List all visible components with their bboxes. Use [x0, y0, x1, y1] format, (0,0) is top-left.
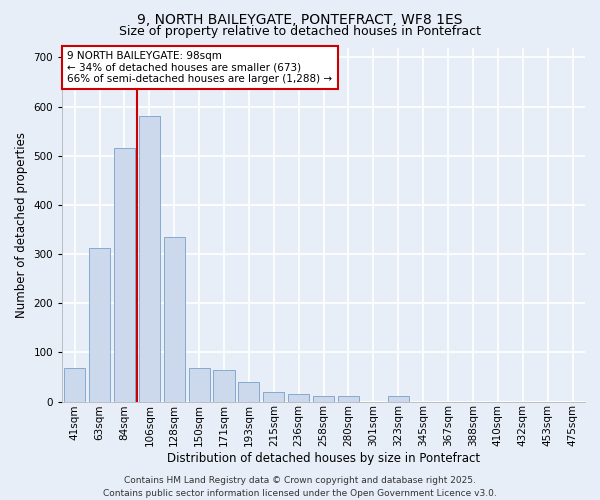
Bar	[313, 396, 334, 402]
Bar	[288, 394, 309, 402]
Bar	[188, 368, 210, 402]
Text: 9, NORTH BAILEYGATE, PONTEFRACT, WF8 1ES: 9, NORTH BAILEYGATE, PONTEFRACT, WF8 1ES	[137, 12, 463, 26]
Bar	[388, 396, 409, 402]
Bar	[214, 370, 235, 402]
Bar	[89, 248, 110, 402]
Bar	[164, 237, 185, 402]
Bar	[263, 392, 284, 402]
Bar	[114, 148, 135, 402]
X-axis label: Distribution of detached houses by size in Pontefract: Distribution of detached houses by size …	[167, 452, 480, 465]
Bar	[64, 368, 85, 402]
Bar	[238, 382, 259, 402]
Bar	[139, 116, 160, 402]
Y-axis label: Number of detached properties: Number of detached properties	[15, 132, 28, 318]
Text: 9 NORTH BAILEYGATE: 98sqm
← 34% of detached houses are smaller (673)
66% of semi: 9 NORTH BAILEYGATE: 98sqm ← 34% of detac…	[67, 51, 332, 84]
Text: Size of property relative to detached houses in Pontefract: Size of property relative to detached ho…	[119, 25, 481, 38]
Text: Contains HM Land Registry data © Crown copyright and database right 2025.
Contai: Contains HM Land Registry data © Crown c…	[103, 476, 497, 498]
Bar	[338, 396, 359, 402]
